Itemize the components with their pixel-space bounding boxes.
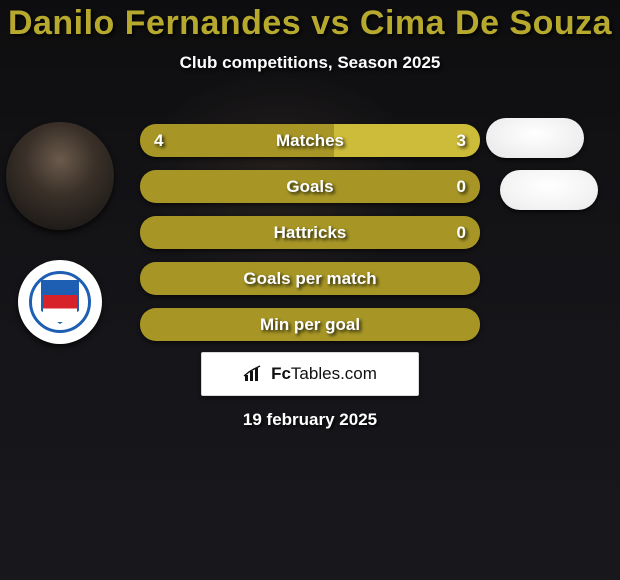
brand-suffix: .com <box>340 364 377 383</box>
stat-bar: Goals per match <box>140 262 480 295</box>
stat-label: Goals <box>286 177 333 197</box>
brand-bold: Fc <box>271 364 291 383</box>
stat-label: Hattricks <box>274 223 347 243</box>
bar-chart-icon <box>243 365 265 383</box>
content-container: Danilo Fernandes vs Cima De Souza Club c… <box>0 0 620 580</box>
stat-right-value: 0 <box>457 177 466 197</box>
club-badge-icon <box>29 271 91 333</box>
stat-bar: Hattricks 0 <box>140 216 480 249</box>
thumb-pill-1 <box>486 118 584 158</box>
brand-box: FcTables.com <box>201 352 419 396</box>
subtitle: Club competitions, Season 2025 <box>0 53 620 73</box>
player2-avatar <box>18 260 102 344</box>
date-text: 19 february 2025 <box>243 410 377 430</box>
brand-rest: Tables <box>291 364 340 383</box>
stat-bars: 4 Matches 3 Goals 0 Hattricks 0 Goals pe… <box>140 124 480 354</box>
stat-right-value: 0 <box>457 223 466 243</box>
brand-text: FcTables.com <box>271 364 377 384</box>
stat-right-value: 3 <box>457 131 466 151</box>
stat-label: Min per goal <box>260 315 360 335</box>
page-title: Danilo Fernandes vs Cima De Souza <box>0 0 620 43</box>
stat-bar: 4 Matches 3 <box>140 124 480 157</box>
stat-bar: Min per goal <box>140 308 480 341</box>
stat-bar: Goals 0 <box>140 170 480 203</box>
player1-avatar <box>6 122 114 230</box>
stat-left-value: 4 <box>154 131 163 151</box>
stat-label: Goals per match <box>243 269 376 289</box>
stat-label: Matches <box>276 131 344 151</box>
thumb-pill-2 <box>500 170 598 210</box>
